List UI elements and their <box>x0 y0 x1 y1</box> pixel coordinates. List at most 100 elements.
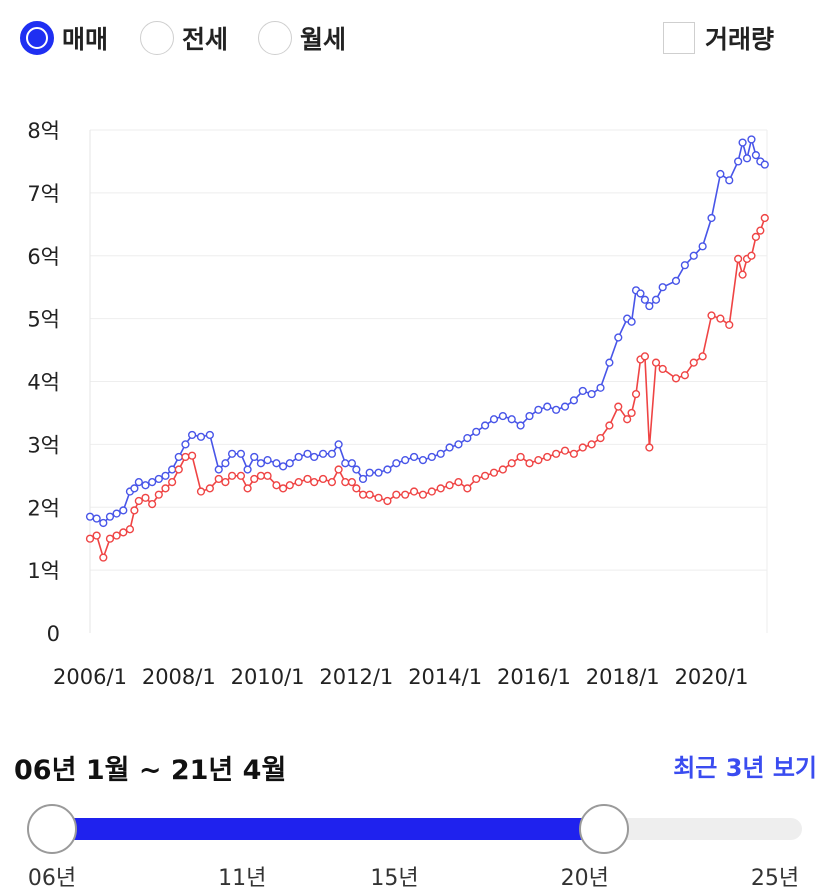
series-1-point <box>631 389 641 399</box>
series-1-point <box>445 481 454 490</box>
recent-3-years-link[interactable]: 최근 3년 보기 <box>673 754 817 782</box>
series-0-point <box>409 452 419 462</box>
series-0-point <box>680 261 689 270</box>
series-1-point <box>489 468 499 477</box>
series-0-point <box>651 295 661 304</box>
series-0-point <box>352 465 361 474</box>
series-1-point <box>725 320 734 330</box>
series-1-point <box>738 270 747 279</box>
series-1-point <box>214 474 223 484</box>
series-0-point <box>552 405 561 414</box>
series-0-point <box>498 411 507 421</box>
radio-monthly-rent[interactable]: 월세 <box>258 18 346 58</box>
series-0-point <box>587 389 596 399</box>
series-0-point <box>383 465 392 474</box>
series-0-point <box>134 478 143 487</box>
series-1-point <box>272 481 281 490</box>
series-1-point <box>587 440 596 449</box>
series-0-point <box>436 449 445 458</box>
series-1-point <box>651 358 661 367</box>
series-1-point <box>196 487 206 496</box>
series-1-point <box>698 352 707 361</box>
series-0-point <box>358 474 368 484</box>
series-1-point <box>569 449 578 458</box>
series-0-point <box>341 459 350 468</box>
series-0-point <box>256 459 266 468</box>
series-1-point <box>221 478 230 487</box>
series-1-point <box>427 487 436 496</box>
series-1-point <box>243 484 252 493</box>
series-0-point <box>168 465 177 474</box>
radio-monthly-rent-indicator <box>258 21 292 55</box>
series-1-point <box>125 525 135 534</box>
series-0-point <box>263 455 272 465</box>
radio-jeonse-indicator <box>140 21 174 55</box>
series-0-point <box>707 213 716 223</box>
x-tick-label: 2018/1 <box>586 665 660 689</box>
y-tick-label: 2억 <box>27 496 60 520</box>
slider-start-handle[interactable] <box>27 804 77 854</box>
series-0-point <box>236 449 246 458</box>
series-1-point <box>409 487 419 496</box>
series-0-point <box>279 462 288 471</box>
series-1-point <box>614 402 623 411</box>
radio-sale-label: 매매 <box>62 25 109 54</box>
series-0-point <box>525 411 534 421</box>
series-0-point <box>614 333 623 342</box>
series-1-point <box>689 358 698 367</box>
series-0-point <box>689 251 698 260</box>
series-0-point <box>738 138 747 147</box>
radio-jeonse[interactable]: 전세 <box>140 18 228 58</box>
series-0-point <box>327 449 337 458</box>
y-tick-label: 6억 <box>27 245 60 269</box>
series-1-point <box>658 364 667 374</box>
series-1-point <box>134 496 143 506</box>
series-0-point <box>734 157 743 166</box>
series-1-point <box>161 484 170 493</box>
series-0-point <box>374 468 383 477</box>
series-1-point <box>578 443 587 452</box>
series-0-point <box>141 481 150 490</box>
series-0-point <box>130 484 139 493</box>
slider-tick-label: 06년 <box>27 866 77 891</box>
y-tick-label: 5억 <box>27 308 60 332</box>
series-1-point <box>707 311 716 320</box>
series-1-point <box>347 478 357 487</box>
radio-jeonse-label: 전세 <box>182 25 229 54</box>
series-0-point <box>119 506 128 515</box>
series-1-point <box>751 232 761 241</box>
series-1-point <box>760 213 769 223</box>
series-1-point <box>516 452 525 462</box>
series-0-point <box>747 135 756 144</box>
series-1-point <box>734 254 743 263</box>
series-1-point <box>334 465 343 474</box>
top-controls: 매매 전세 월세 거래량 <box>0 0 827 80</box>
series-0-point <box>105 512 115 521</box>
series-0-point <box>112 509 121 518</box>
volume-checkbox[interactable]: 거래량 <box>663 20 774 56</box>
slider-end-handle[interactable] <box>579 804 629 854</box>
volume-checkbox-box <box>663 22 695 54</box>
series-0-point <box>481 421 490 430</box>
y-tick-label: 1억 <box>27 559 60 583</box>
series-1-point <box>358 490 368 499</box>
series-0-point <box>716 169 725 179</box>
series-1-point <box>645 443 654 452</box>
series-1-point <box>294 478 303 487</box>
series-0-point <box>560 402 570 411</box>
radio-sale[interactable]: 매매 <box>20 18 108 58</box>
series-1-point <box>365 490 374 499</box>
series-0-point <box>605 358 614 367</box>
series-0-point <box>285 459 294 468</box>
series-0-point <box>751 151 761 160</box>
series-0-point <box>578 386 587 396</box>
series-1-point <box>327 478 337 487</box>
series-1-point <box>181 452 190 462</box>
series-1-point <box>250 474 259 484</box>
series-0-point <box>99 518 108 528</box>
period-range-slider[interactable]: 06년 11년 15년 20년 25년 <box>0 796 827 891</box>
series-1-point <box>716 314 725 323</box>
series-0-point <box>534 405 543 414</box>
series-1-point <box>154 490 163 499</box>
slider-tick-label: 20년 <box>560 866 609 891</box>
